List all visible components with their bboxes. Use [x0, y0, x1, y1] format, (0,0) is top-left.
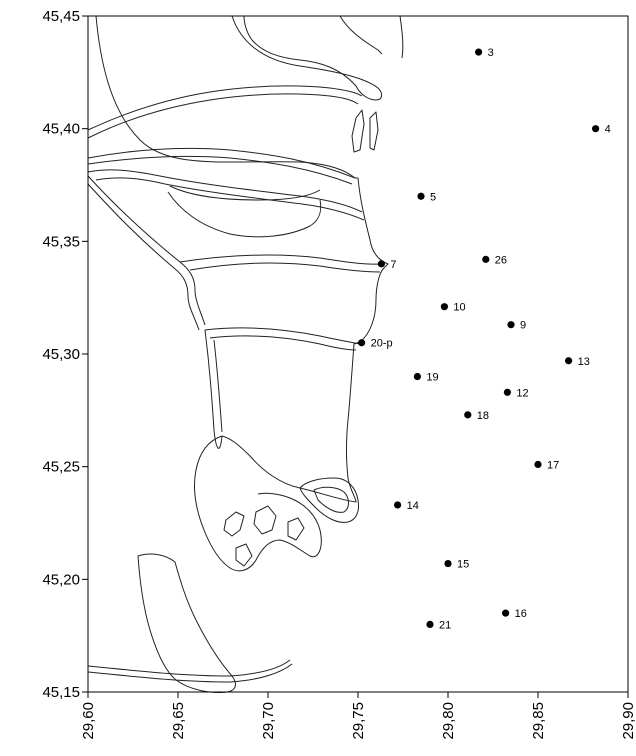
lagoon-1 [223, 511, 245, 537]
station-label: 18 [477, 410, 489, 422]
axes: 29,60 29,65 29,70 29,75 29,80 29,85 29,90 45,1… [42, 8, 636, 740]
station-label: 12 [516, 387, 528, 399]
channel-7 [204, 327, 361, 345]
station-point [426, 620, 434, 629]
coastline-north-spit-2 [339, 15, 383, 55]
station-point [394, 501, 402, 509]
station-label: 13 [578, 356, 590, 368]
channel-8 [204, 329, 223, 449]
lagoon-4 [235, 543, 253, 567]
channel-5 [87, 175, 206, 326]
coastline-islet-2 [369, 111, 379, 151]
station-label: 10 [453, 302, 465, 314]
coastline-north-spit [231, 15, 383, 101]
y-tick-label: 45,25 [42, 459, 80, 476]
x-tick-label: 29,70 [260, 702, 277, 740]
station-points: 3 4 5 7 26 10 9 20-p 13 19 12 18 17 14 15 16 21 [358, 47, 611, 631]
station-label: 17 [547, 459, 559, 471]
coastline-sandbar-inner [313, 486, 349, 513]
station-label: 20-p [371, 338, 393, 350]
y-tick-label: 45,45 [42, 8, 80, 25]
channel-6b [189, 262, 381, 273]
station-label: 4 [605, 124, 611, 136]
station-label: 19 [426, 372, 438, 384]
y-axis: 45,15 45,20 45,25 45,30 45,35 45,40 45,45 [42, 8, 88, 701]
station-label: 3 [488, 47, 494, 59]
coastline-bottom-2 [87, 663, 293, 683]
coastline-bar [399, 15, 404, 59]
x-tick-label: 29,80 [440, 702, 457, 740]
channel-4 [169, 185, 321, 201]
station-point [503, 388, 511, 396]
channel-5b [87, 183, 200, 331]
x-tick-label: 29,75 [350, 702, 367, 740]
y-tick-label: 45,35 [42, 233, 80, 250]
station-point [475, 48, 483, 56]
channel-3 [87, 169, 363, 213]
station-point [417, 192, 425, 200]
station-point [377, 260, 385, 268]
station-point [507, 321, 515, 329]
coastline-main [95, 15, 389, 503]
station-point [358, 339, 366, 347]
x-tick-label: 29,65 [170, 702, 187, 740]
station-label: 26 [495, 254, 507, 266]
y-tick-label: 45,15 [42, 684, 80, 701]
station-point [534, 460, 542, 469]
x-tick-label: 29,90 [620, 702, 636, 740]
channel-3b [95, 177, 365, 221]
plot-frame [87, 15, 629, 693]
coastline-sandbar [299, 477, 359, 523]
station-label: 9 [520, 320, 526, 332]
lagoon-2 [253, 505, 277, 535]
coastline-south-lobe [193, 435, 322, 572]
station-label: 7 [390, 259, 396, 271]
channel-7b [209, 335, 357, 351]
channel-1b [87, 93, 359, 139]
channel-8b [213, 339, 223, 433]
station-label: 16 [515, 608, 527, 620]
channel-2 [87, 147, 356, 179]
y-tick-label: 45,40 [42, 121, 80, 138]
coastline-islet [351, 109, 365, 153]
y-tick-label: 45,20 [42, 571, 80, 588]
station-point [440, 303, 448, 311]
channel-6 [179, 254, 385, 265]
station-label: 14 [407, 500, 419, 512]
channel-1 [87, 85, 363, 131]
channel-4b [167, 191, 322, 238]
station-point [565, 357, 573, 365]
station-label: 15 [457, 559, 469, 571]
y-tick-label: 45,30 [42, 346, 80, 363]
station-label: 21 [439, 619, 451, 631]
station-point [413, 372, 421, 381]
station-point [444, 559, 452, 568]
station-label: 5 [430, 191, 436, 203]
lagoon-3 [287, 517, 305, 541]
coastline-southwest [137, 553, 236, 693]
station-point [502, 609, 510, 617]
x-tick-label: 29,85 [530, 702, 547, 740]
x-axis: 29,60 29,65 29,70 29,75 29,80 29,85 29,90 [80, 692, 636, 740]
station-point [592, 125, 600, 133]
x-tick-label: 29,60 [80, 702, 97, 740]
station-point [482, 255, 490, 263]
coastline-bottom-1 [87, 659, 291, 677]
channel-2b [87, 155, 353, 185]
coastline-group [87, 15, 404, 693]
station-point [464, 411, 472, 419]
